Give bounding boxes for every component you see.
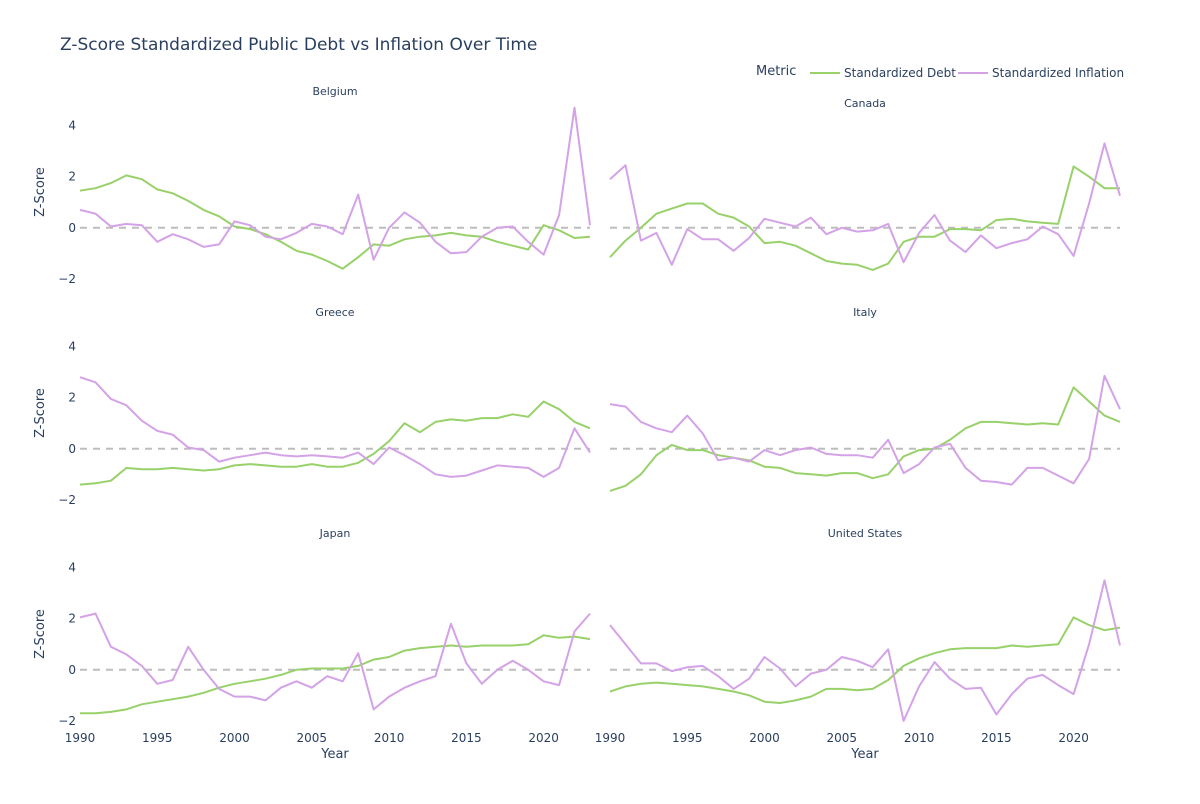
x-tick-united-states: 1990 — [595, 731, 626, 745]
series-line-italy-standardized-debt[interactable] — [609, 386, 1121, 492]
panel-japan: Japan −2 0 2 4 Z-Score 1990 1995 2000 2005 2010 201… — [33, 527, 591, 745]
y-tick-greece: −2 — [58, 493, 76, 507]
panel-belgium: Belgium −2 0 2 4 Z-Score — [33, 85, 591, 286]
x-tick-united-states: 2015 — [981, 731, 1012, 745]
series-line-belgium-standardized-inflation[interactable] — [79, 106, 591, 261]
series-line-japan-standardized-inflation[interactable] — [79, 612, 591, 711]
y-tick-belgium: 4 — [68, 119, 76, 133]
panel-title-japan: Japan — [319, 527, 351, 540]
y-tick-japan: 0 — [68, 663, 76, 677]
series-line-canada-standardized-inflation[interactable] — [609, 142, 1121, 266]
x-tick-japan: 2010 — [374, 731, 405, 745]
axes-titles: Year Year — [320, 747, 879, 762]
legend-item-standardized-inflation[interactable]: Standardized Inflation — [958, 66, 1124, 80]
legend-label-standardized-debt: Standardized Debt — [844, 66, 956, 80]
panel-title-greece: Greece — [315, 306, 354, 319]
panel-greece: Greece −2 0 2 4 Z-Score — [33, 306, 591, 507]
panel-title-united-states: United States — [828, 527, 903, 540]
y-axis-label-japan: Z-Score — [33, 609, 48, 659]
y-tick-belgium: −2 — [58, 272, 76, 286]
series-line-united-states-standardized-debt[interactable] — [609, 616, 1121, 704]
x-tick-japan: 2005 — [297, 731, 328, 745]
legend-title: Metric — [756, 64, 796, 79]
y-tick-greece: 0 — [68, 442, 76, 456]
legend[interactable]: Standardized Debt Standardized Inflation — [810, 66, 1124, 80]
y-axis-label-greece: Z-Score — [33, 388, 48, 438]
series-line-united-states-standardized-inflation[interactable] — [609, 579, 1121, 722]
panel-italy: Italy — [609, 306, 1121, 492]
panel-united-states: United States 1990 1995 2000 2005 2010 2015 202… — [595, 527, 1121, 745]
y-axis-label-belgium: Z-Score — [33, 167, 48, 217]
x-tick-united-states: 2005 — [827, 731, 858, 745]
y-tick-greece: 2 — [68, 391, 76, 405]
x-axis-label-united-states: Year — [850, 747, 879, 762]
y-tick-japan: 4 — [68, 561, 76, 575]
x-tick-japan: 2020 — [528, 731, 559, 745]
legend-label-standardized-inflation: Standardized Inflation — [992, 66, 1124, 80]
series-line-canada-standardized-debt[interactable] — [609, 165, 1120, 271]
x-tick-united-states: 2020 — [1058, 731, 1089, 745]
x-axis-label-japan: Year — [320, 747, 349, 762]
panel-canada: Canada — [609, 97, 1121, 271]
panel-title-belgium: Belgium — [312, 85, 357, 98]
series-line-belgium-standardized-debt[interactable] — [79, 174, 591, 270]
x-tick-japan: 2000 — [219, 731, 250, 745]
panel-title-canada: Canada — [844, 97, 886, 110]
y-tick-belgium: 2 — [68, 170, 76, 184]
y-tick-belgium: 0 — [68, 221, 76, 235]
series-line-italy-standardized-inflation[interactable] — [609, 374, 1121, 486]
x-tick-japan: 2015 — [451, 731, 482, 745]
series-line-greece-standardized-debt[interactable] — [79, 400, 591, 486]
legend-item-standardized-debt[interactable]: Standardized Debt — [810, 66, 956, 80]
x-tick-united-states: 2000 — [749, 731, 780, 745]
series-line-japan-standardized-debt[interactable] — [80, 634, 591, 715]
panel-title-italy: Italy — [853, 306, 877, 319]
y-tick-greece: 4 — [68, 340, 76, 354]
x-tick-japan: 1995 — [142, 731, 173, 745]
panels: Belgium −2 0 2 4 Z-Score Canada Greece −2 0 2 4 Z-Sc… — [33, 85, 1121, 745]
chart-title: Z-Score Standardized Public Debt vs Infl… — [60, 35, 537, 55]
y-tick-japan: −2 — [58, 714, 76, 728]
x-tick-united-states: 1995 — [672, 731, 703, 745]
x-tick-japan: 1990 — [65, 731, 96, 745]
x-tick-united-states: 2010 — [904, 731, 935, 745]
y-tick-japan: 2 — [68, 612, 76, 626]
series-line-greece-standardized-inflation[interactable] — [79, 376, 591, 478]
